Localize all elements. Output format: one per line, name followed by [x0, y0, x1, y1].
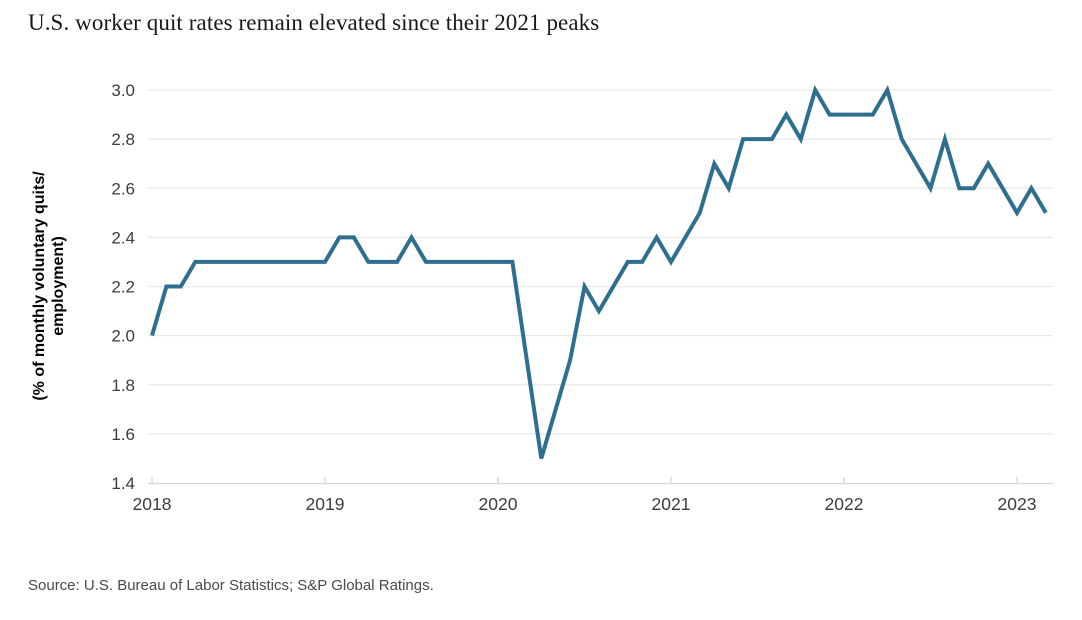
x-tick-label: 2022 — [825, 494, 864, 514]
y-tick-label: 2.4 — [111, 228, 135, 247]
y-tick-label: 2.0 — [111, 327, 135, 346]
quit-rate-line-chart: 1.4 1.6 1.8 2.0 2.2 2.4 2.6 2.8 3.0 2018 2019 2020 2… — [31, 81, 1053, 514]
x-tick-label: 2021 — [652, 494, 691, 514]
quit-rate-series-line — [150, 84, 1048, 459]
y-axis-title: (% of monthly voluntary quits/employment… — [31, 171, 67, 401]
y-tick-label: 2.8 — [111, 130, 135, 149]
x-tick-label: 2023 — [998, 494, 1037, 514]
x-tick-label: 2018 — [133, 494, 172, 514]
x-tick-label: 2019 — [306, 494, 345, 514]
y-tick-label: 1.4 — [111, 474, 135, 493]
y-tick-label: 1.8 — [111, 376, 135, 395]
y-tick-label: 2.6 — [111, 179, 135, 198]
y-tick-label: 1.6 — [111, 425, 135, 444]
source-note: Source: U.S. Bureau of Labor Statistics;… — [28, 577, 434, 594]
y-tick-label: 2.2 — [111, 278, 135, 297]
x-tick-label: 2020 — [479, 494, 518, 514]
y-tick-label: 3.0 — [111, 81, 135, 100]
chart-title: U.S. worker quit rates remain elevated s… — [28, 10, 600, 35]
